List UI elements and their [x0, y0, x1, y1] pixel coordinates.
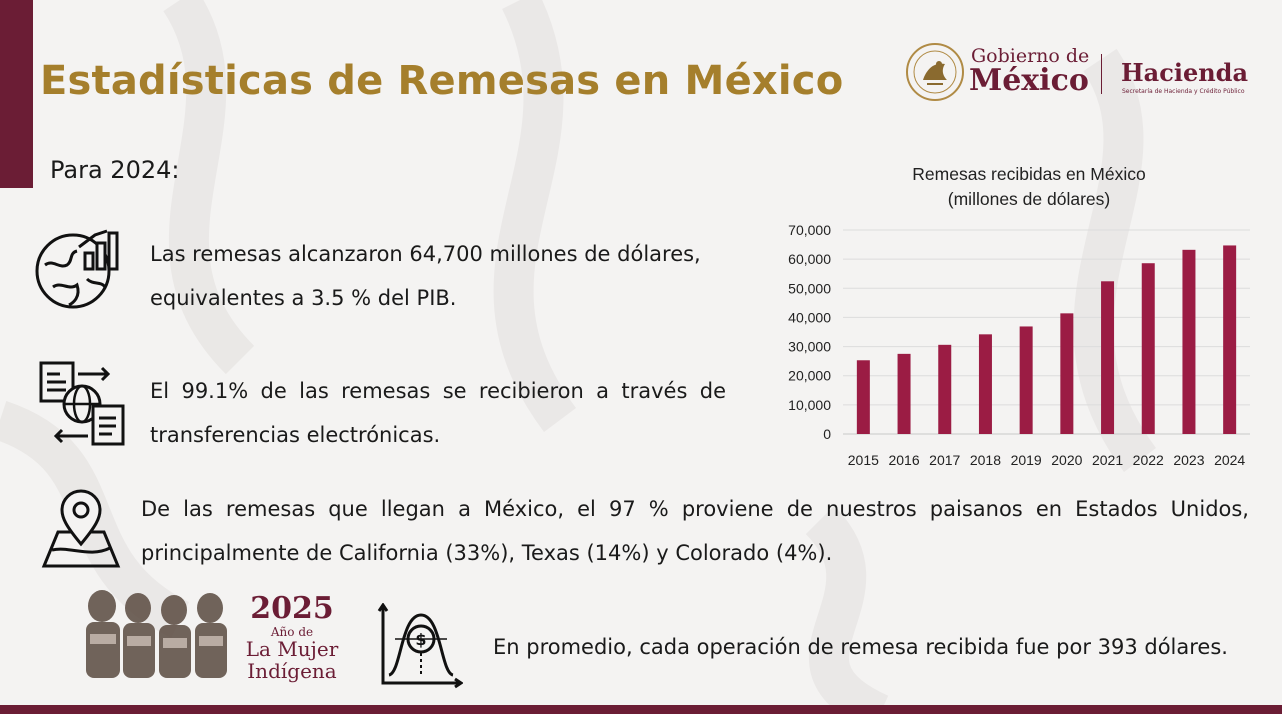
logo-divider	[1101, 54, 1102, 94]
chart-plot: 0 10,000 20,000 30,000 40,000 50,000 60,000 70,…	[788, 222, 1250, 468]
period-label: Para 2024:	[50, 156, 180, 184]
x-tick-label: 2017	[929, 452, 960, 468]
x-tick-label: 2021	[1092, 452, 1123, 468]
x-tick-label: 2015	[848, 452, 879, 468]
badge-year: 2025	[250, 591, 334, 626]
map-pin-icon	[41, 489, 121, 568]
y-tick-label: 70,000	[788, 222, 831, 238]
x-tick-label: 2020	[1051, 452, 1082, 468]
x-tick-label: 2024	[1214, 452, 1245, 468]
fact-average-operation: En promedio, cada operación de remesa re…	[493, 635, 1228, 659]
hacienda-text: Hacienda	[1121, 58, 1249, 87]
government-logo: Gobierno de México Hacienda Secretaría d…	[905, 42, 1250, 104]
gobierno-text: Gobierno de	[971, 45, 1090, 67]
badge-line2: La Mujer	[245, 637, 339, 661]
chart-title-line1: Remesas recibidas en México	[912, 164, 1146, 184]
bar-2019	[1019, 326, 1033, 434]
bar-2021	[1101, 281, 1115, 434]
x-tick-label: 2016	[888, 452, 919, 468]
chart-title: Remesas recibidas en México (millones de…	[780, 162, 1278, 212]
bar-2015	[856, 360, 870, 434]
globe-chart-icon	[35, 229, 119, 309]
y-tick-label: 20,000	[788, 368, 831, 384]
y-tick-label: 60,000	[788, 251, 831, 267]
electronic-transfer-icon	[39, 361, 125, 446]
fact-electronic-transfers: El 99.1% de las remesas se recibieron a …	[150, 379, 726, 447]
national-seal-icon	[906, 43, 964, 101]
bar-2018	[978, 334, 992, 434]
bar-2022	[1141, 263, 1155, 434]
fact-remittance-total: Las remesas alcanzaron 64,700 millones d…	[150, 242, 701, 310]
money-distribution-icon: $	[377, 603, 463, 689]
bar-2023	[1182, 249, 1196, 434]
bar-2020	[1060, 313, 1074, 434]
y-tick-label: 50,000	[788, 280, 831, 296]
y-tick-label: 10,000	[788, 397, 831, 413]
x-tick-label: 2019	[1011, 452, 1042, 468]
hacienda-subtitle: Secretaría de Hacienda y Crédito Público	[1122, 88, 1245, 95]
badge-line1: Año de	[270, 625, 314, 639]
x-tick-label: 2023	[1173, 452, 1204, 468]
y-tick-label: 0	[823, 426, 831, 442]
chart-title-line2: (millones de dólares)	[947, 189, 1111, 209]
y-tick-label: 30,000	[788, 339, 831, 355]
bottom-accent-bar	[0, 705, 1282, 714]
remittances-chart: Remesas recibidas en México (millones de…	[780, 150, 1280, 480]
fact-origin-states: De las remesas que llegan a México, el 9…	[141, 497, 1249, 565]
left-accent-bar	[0, 0, 33, 188]
page-title: Estadísticas de Remesas en México	[40, 58, 844, 104]
mexico-text: México	[969, 63, 1089, 98]
bar-2016	[897, 353, 911, 434]
badge-line3: Indígena	[247, 659, 337, 683]
y-tick-label: 40,000	[788, 309, 831, 325]
women-year-badge: 2025 Año de La Mujer Indígena	[242, 591, 342, 683]
bar-2017	[938, 344, 952, 434]
bar-2024	[1223, 245, 1237, 434]
x-tick-label: 2022	[1133, 452, 1164, 468]
indigenous-women-illustration	[86, 590, 227, 678]
x-tick-label: 2018	[970, 452, 1001, 468]
